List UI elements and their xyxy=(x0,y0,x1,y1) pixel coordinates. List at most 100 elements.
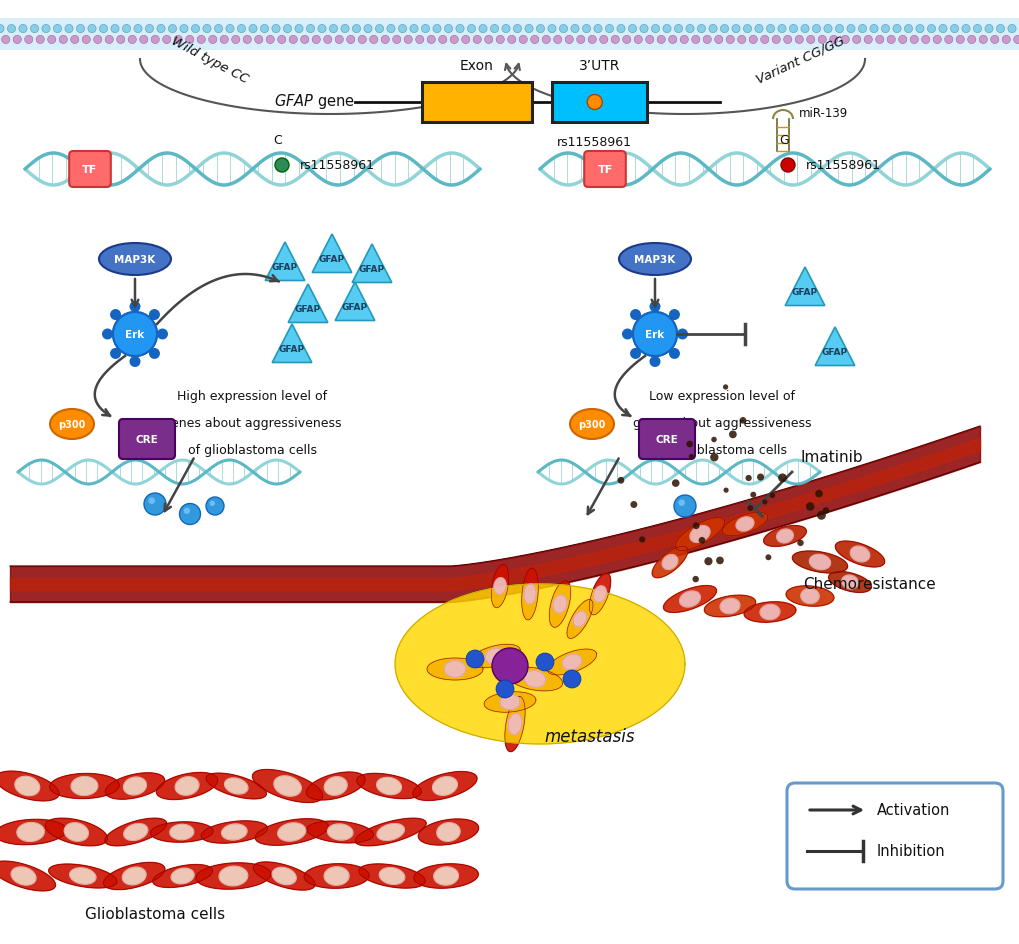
Circle shape xyxy=(672,480,679,487)
Ellipse shape xyxy=(795,36,803,44)
Ellipse shape xyxy=(151,36,159,44)
Text: TF: TF xyxy=(597,165,612,175)
Text: Imatinib: Imatinib xyxy=(799,449,862,464)
Ellipse shape xyxy=(937,25,947,34)
Text: Exon: Exon xyxy=(460,59,493,73)
Circle shape xyxy=(649,302,660,312)
Circle shape xyxy=(750,492,755,498)
Polygon shape xyxy=(444,661,466,678)
Ellipse shape xyxy=(179,25,187,34)
Ellipse shape xyxy=(462,36,470,44)
Circle shape xyxy=(729,431,736,439)
Polygon shape xyxy=(288,285,327,323)
Polygon shape xyxy=(719,598,739,614)
Ellipse shape xyxy=(369,36,377,44)
Polygon shape xyxy=(436,823,460,841)
Ellipse shape xyxy=(726,36,734,44)
Ellipse shape xyxy=(111,25,119,34)
Ellipse shape xyxy=(576,36,584,44)
Ellipse shape xyxy=(404,36,412,44)
Ellipse shape xyxy=(760,36,768,44)
Ellipse shape xyxy=(800,25,808,34)
Ellipse shape xyxy=(479,25,487,34)
Polygon shape xyxy=(721,513,767,536)
Ellipse shape xyxy=(852,36,860,44)
Circle shape xyxy=(179,504,201,525)
Text: GFAP: GFAP xyxy=(278,345,305,353)
Ellipse shape xyxy=(841,36,849,44)
Text: miR-139: miR-139 xyxy=(798,108,848,121)
Text: genes about aggressiveness: genes about aggressiveness xyxy=(632,416,810,430)
Ellipse shape xyxy=(99,244,171,276)
Polygon shape xyxy=(704,596,755,617)
Text: CRE: CRE xyxy=(136,434,158,445)
Ellipse shape xyxy=(231,36,239,44)
Polygon shape xyxy=(252,769,322,802)
Polygon shape xyxy=(324,867,348,885)
Polygon shape xyxy=(573,612,586,627)
Polygon shape xyxy=(485,649,504,664)
Polygon shape xyxy=(377,824,404,840)
Circle shape xyxy=(764,555,770,561)
Text: Erk: Erk xyxy=(125,329,145,340)
Polygon shape xyxy=(786,586,834,607)
Circle shape xyxy=(209,501,215,507)
Polygon shape xyxy=(224,778,248,794)
Circle shape xyxy=(686,441,692,448)
Ellipse shape xyxy=(507,36,516,44)
Ellipse shape xyxy=(312,36,320,44)
Polygon shape xyxy=(0,861,55,891)
Polygon shape xyxy=(524,671,545,687)
Ellipse shape xyxy=(13,36,21,44)
Ellipse shape xyxy=(490,25,498,34)
Ellipse shape xyxy=(455,25,464,34)
Ellipse shape xyxy=(203,25,211,34)
Circle shape xyxy=(630,310,640,321)
Ellipse shape xyxy=(674,25,682,34)
Ellipse shape xyxy=(719,25,728,34)
Circle shape xyxy=(157,329,168,340)
Text: Chemoresistance: Chemoresistance xyxy=(803,577,935,592)
Circle shape xyxy=(777,474,786,482)
Polygon shape xyxy=(274,776,301,796)
Ellipse shape xyxy=(438,36,446,44)
Ellipse shape xyxy=(898,36,906,44)
Polygon shape xyxy=(64,823,89,841)
Polygon shape xyxy=(175,777,199,795)
Polygon shape xyxy=(355,818,426,846)
Circle shape xyxy=(797,540,803,547)
Text: rs11558961: rs11558961 xyxy=(556,136,632,149)
Ellipse shape xyxy=(76,25,85,34)
Polygon shape xyxy=(255,818,328,845)
Polygon shape xyxy=(763,526,806,547)
Ellipse shape xyxy=(50,410,94,440)
Circle shape xyxy=(113,312,157,357)
Text: of glioblastoma cells: of glioblastoma cells xyxy=(657,444,786,457)
Polygon shape xyxy=(593,586,605,602)
Ellipse shape xyxy=(887,36,895,44)
Polygon shape xyxy=(105,818,166,846)
Ellipse shape xyxy=(1002,36,1010,44)
Circle shape xyxy=(110,348,121,360)
Ellipse shape xyxy=(283,25,291,34)
Ellipse shape xyxy=(410,25,418,34)
Circle shape xyxy=(110,310,121,321)
Polygon shape xyxy=(265,243,305,281)
Polygon shape xyxy=(651,547,687,578)
Ellipse shape xyxy=(24,36,33,44)
Ellipse shape xyxy=(174,36,182,44)
Ellipse shape xyxy=(639,25,647,34)
Ellipse shape xyxy=(444,25,452,34)
Polygon shape xyxy=(759,605,780,620)
Ellipse shape xyxy=(892,25,900,34)
Ellipse shape xyxy=(697,25,705,34)
Polygon shape xyxy=(418,819,478,845)
Ellipse shape xyxy=(381,36,389,44)
Circle shape xyxy=(630,348,640,360)
Ellipse shape xyxy=(811,25,820,34)
Circle shape xyxy=(633,312,677,357)
Polygon shape xyxy=(123,777,146,795)
Ellipse shape xyxy=(31,25,39,34)
Polygon shape xyxy=(71,777,98,796)
Polygon shape xyxy=(589,574,610,615)
